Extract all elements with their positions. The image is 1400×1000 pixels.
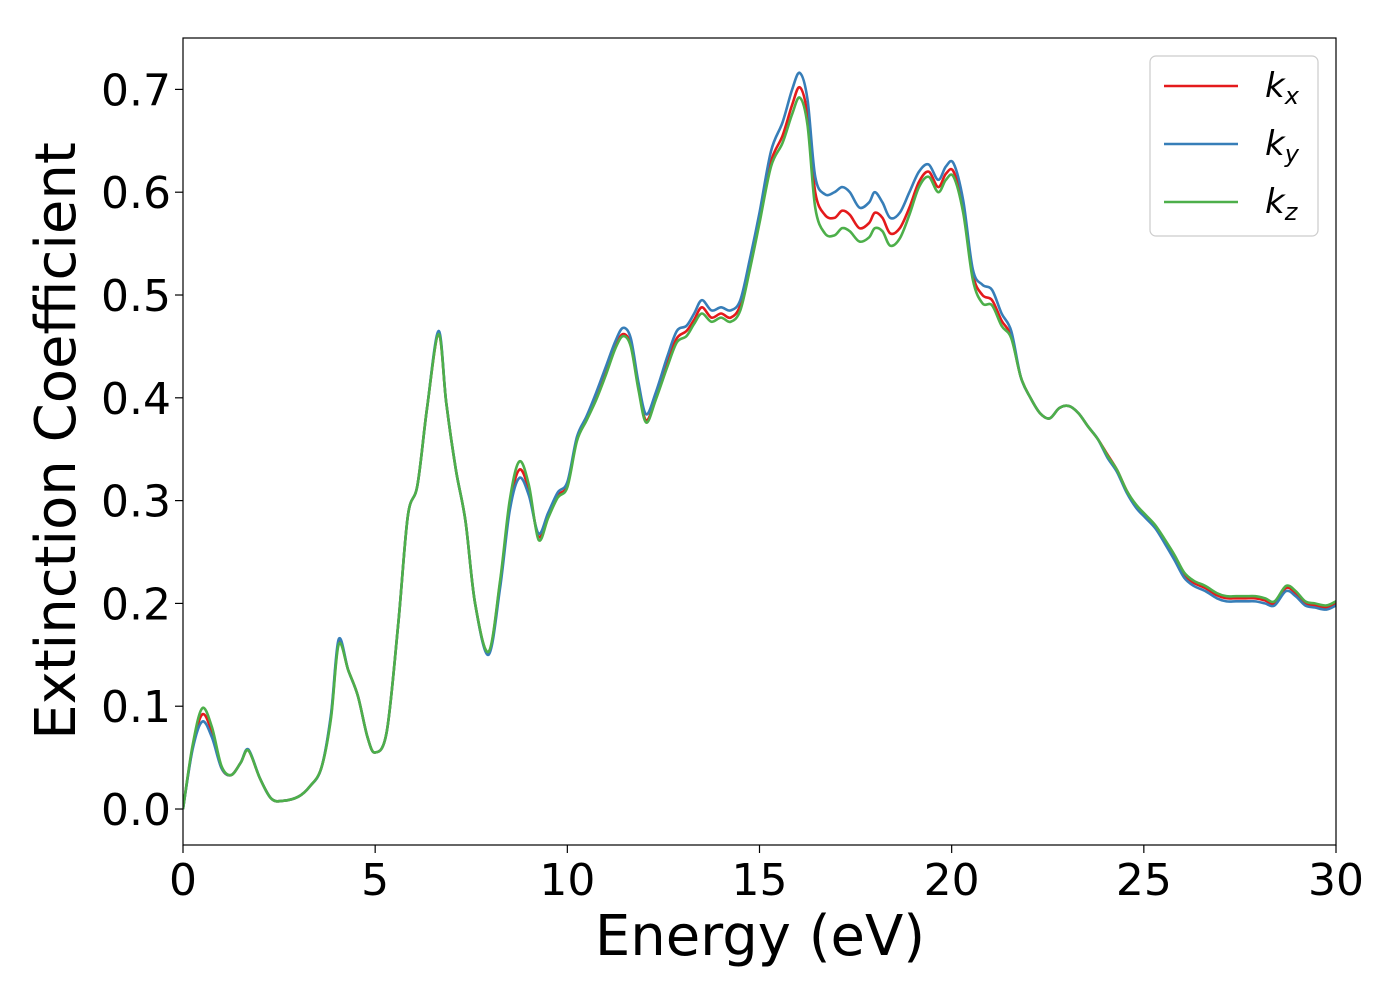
y-tick-label: 0.7	[101, 65, 171, 116]
legend-box	[1149, 55, 1319, 237]
y-axis-ticks: 0.0 0.1 0.2 0.3 0.4 0.5 0.6 0.7	[101, 65, 183, 836]
y-axis-label: Extinction Coefficient	[24, 142, 89, 740]
y-tick-label: 0.2	[101, 579, 171, 630]
legend-label-base: k	[1265, 182, 1286, 222]
legend-label-subscript: z	[1284, 198, 1299, 226]
series-line-k-z	[183, 96, 1336, 810]
legend-label-kz: kz	[1265, 182, 1299, 226]
legend-label-ky: ky	[1265, 124, 1300, 168]
x-tick-label: 10	[539, 855, 595, 906]
legend-label-base: k	[1265, 124, 1286, 164]
x-tick-label: 20	[924, 855, 980, 906]
x-tick-label: 30	[1308, 855, 1364, 906]
legend-label-base: k	[1265, 66, 1286, 106]
x-tick-label: 0	[169, 855, 197, 906]
legend-label-subscript: x	[1284, 82, 1300, 110]
y-tick-label: 0.3	[101, 477, 171, 528]
y-tick-label: 0.1	[101, 682, 171, 733]
x-axis-ticks: 0 5 10 15 20 25 30	[169, 845, 1364, 906]
y-tick-label: 0.5	[101, 271, 171, 322]
legend-label-subscript: y	[1284, 140, 1300, 168]
y-tick-label: 0.4	[101, 374, 171, 425]
x-tick-label: 15	[732, 855, 788, 906]
series-layer	[183, 71, 1336, 810]
legend-label-kx: kx	[1265, 66, 1300, 110]
x-tick-label: 5	[361, 855, 389, 906]
y-tick-label: 0.0	[101, 785, 171, 836]
x-axis-label: Energy (eV)	[595, 904, 925, 969]
y-tick-label: 0.6	[101, 168, 171, 219]
x-tick-label: 25	[1116, 855, 1172, 906]
